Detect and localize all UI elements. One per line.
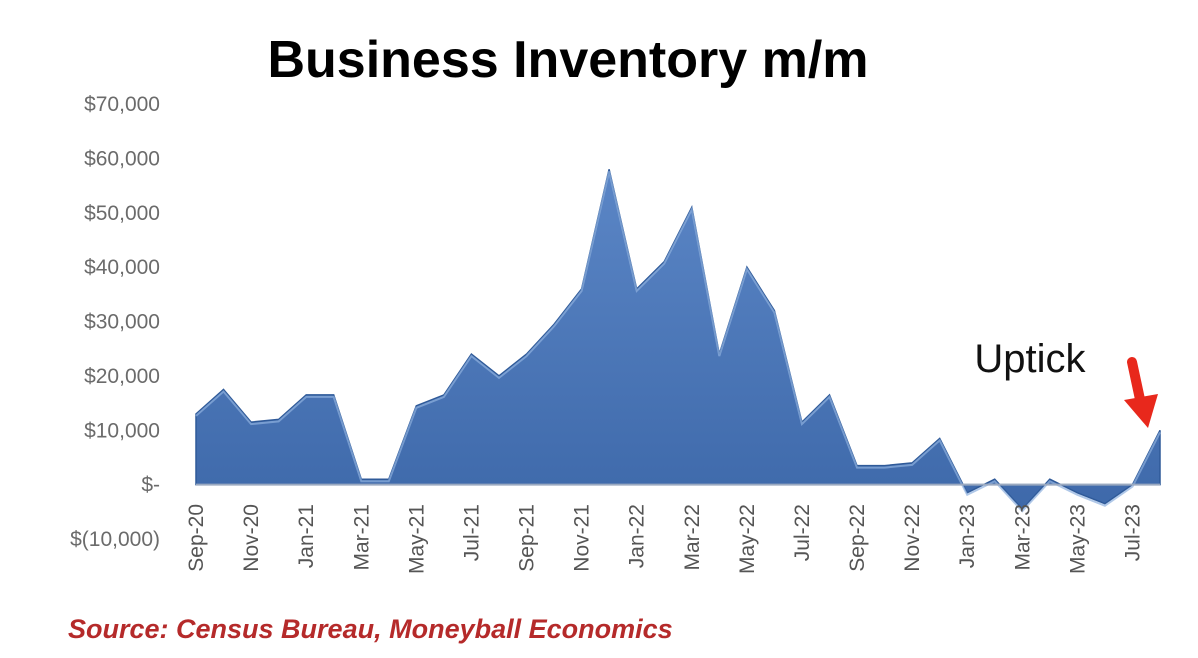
y-tick-label: $20,000 xyxy=(84,365,160,388)
x-tick-label: Jan-23 xyxy=(956,504,979,568)
chart-title: Business Inventory m/m xyxy=(267,31,868,89)
y-tick-label: $40,000 xyxy=(84,256,160,279)
x-tick-label: Jan-21 xyxy=(295,504,318,568)
y-tick-label: $(10,000) xyxy=(70,528,160,551)
uptick-annotation: Uptick xyxy=(974,337,1086,381)
x-tick-label: Nov-21 xyxy=(571,504,594,572)
y-tick-label: $70,000 xyxy=(84,93,160,116)
x-tick-label: Nov-20 xyxy=(240,504,263,572)
x-tick-label: May-23 xyxy=(1066,504,1089,574)
area-series xyxy=(195,169,1161,513)
x-tick-label: Jul-23 xyxy=(1121,504,1144,561)
y-axis: $70,000 $60,000 $50,000 $40,000 $30,000 $20,0… xyxy=(70,93,160,551)
x-tick-label: Mar-21 xyxy=(350,504,373,571)
x-tick-label: May-21 xyxy=(405,504,428,574)
x-tick-label: Sep-21 xyxy=(516,504,539,572)
x-tick-label: Sep-22 xyxy=(846,504,869,572)
x-axis: Sep-20 Nov-20 Jan-21 Mar-21 May-21 Jul-21 Sep-… xyxy=(185,504,1144,574)
x-tick-label: Jul-21 xyxy=(460,504,483,561)
x-tick-label: May-22 xyxy=(736,504,759,574)
x-tick-label: Sep-20 xyxy=(185,504,208,572)
x-tick-label: Jan-22 xyxy=(626,504,649,568)
y-tick-label: $50,000 xyxy=(84,202,160,225)
y-tick-label: $- xyxy=(141,474,160,497)
source-note: Source: Census Bureau, Moneyball Economi… xyxy=(68,614,673,644)
x-tick-label: Nov-22 xyxy=(901,504,924,572)
y-tick-label: $30,000 xyxy=(84,311,160,334)
area-ridge-line xyxy=(195,171,1161,513)
y-tick-label: $10,000 xyxy=(84,419,160,442)
x-tick-label: Jul-22 xyxy=(791,504,814,561)
x-tick-label: Mar-23 xyxy=(1011,504,1034,571)
red-arrow-icon xyxy=(1124,357,1158,428)
y-tick-label: $60,000 xyxy=(84,147,160,170)
x-tick-label: Mar-22 xyxy=(681,504,704,571)
